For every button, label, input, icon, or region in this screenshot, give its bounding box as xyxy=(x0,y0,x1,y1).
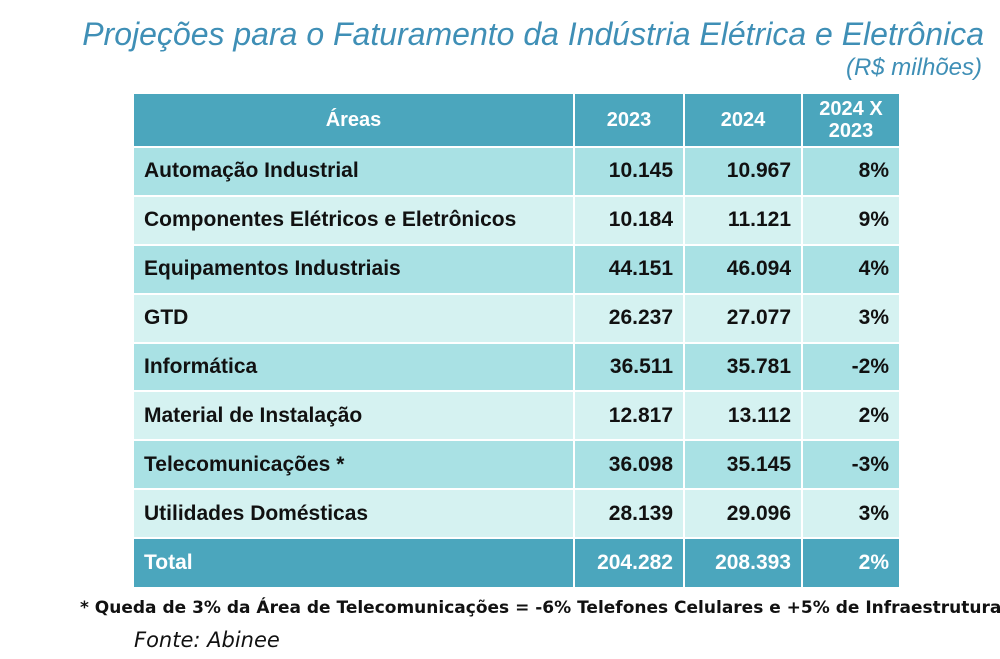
change-cell: 3% xyxy=(802,293,901,344)
change-cell: 2% xyxy=(802,391,901,442)
value-2023-cell: 12.817 xyxy=(574,391,685,442)
value-2024-cell: 10.967 xyxy=(684,147,803,197)
change-cell: 3% xyxy=(802,489,901,540)
value-2024-cell: 35.145 xyxy=(684,440,803,491)
value-2024-cell: 11.121 xyxy=(684,195,803,246)
area-cell: Telecomunicações * xyxy=(134,440,575,491)
total-2024-cell: 208.393 xyxy=(684,538,803,590)
column-header-areas: Áreas xyxy=(134,94,575,148)
value-2023-cell: 44.151 xyxy=(574,244,685,295)
change-cell: -3% xyxy=(802,440,901,491)
table-body: Automação Industrial 10.145 10.967 8% Compon… xyxy=(134,147,901,590)
total-row: Total 204.282 208.393 2% xyxy=(134,538,901,590)
total-2023-cell: 204.282 xyxy=(574,538,685,590)
table-row: Equipamentos Industriais 44.151 46.094 4% xyxy=(134,244,901,295)
column-header-2024: 2024 xyxy=(684,94,803,148)
table-header-row: Áreas 2023 2024 2024 X 2023 xyxy=(134,94,901,148)
page-subtitle: (R$ milhões) xyxy=(845,54,982,81)
total-label-cell: Total xyxy=(134,538,575,590)
value-2024-cell: 27.077 xyxy=(684,293,803,344)
change-cell: 4% xyxy=(802,244,901,295)
column-header-2023: 2023 xyxy=(574,94,685,148)
value-2023-cell: 36.098 xyxy=(574,440,685,491)
value-2024-cell: 13.112 xyxy=(684,391,803,442)
value-2023-cell: 10.184 xyxy=(574,195,685,246)
column-header-change: 2024 X 2023 xyxy=(802,94,901,148)
value-2024-cell: 46.094 xyxy=(684,244,803,295)
table-row: GTD 26.237 27.077 3% xyxy=(134,293,901,344)
value-2023-cell: 28.139 xyxy=(574,489,685,540)
area-cell: Componentes Elétricos e Eletrônicos xyxy=(134,195,575,246)
area-cell: GTD xyxy=(134,293,575,344)
page-title: Projeções para o Faturamento da Indústri… xyxy=(82,16,984,52)
area-cell: Equipamentos Industriais xyxy=(134,244,575,295)
change-cell: 9% xyxy=(802,195,901,246)
projection-table: Áreas 2023 2024 2024 X 2023 Automação In… xyxy=(134,94,901,590)
table-row: Utilidades Domésticas 28.139 29.096 3% xyxy=(134,489,901,540)
table-row: Informática 36.511 35.781 -2% xyxy=(134,342,901,393)
table-row: Telecomunicações * 36.098 35.145 -3% xyxy=(134,440,901,491)
change-cell: -2% xyxy=(802,342,901,393)
area-cell: Material de Instalação xyxy=(134,391,575,442)
change-cell: 8% xyxy=(802,147,901,197)
value-2023-cell: 10.145 xyxy=(574,147,685,197)
table-row: Componentes Elétricos e Eletrônicos 10.18… xyxy=(134,195,901,246)
source-label: Fonte: Abinee xyxy=(134,628,280,652)
area-cell: Informática xyxy=(134,342,575,393)
value-2024-cell: 29.096 xyxy=(684,489,803,540)
footnote: * Queda de 3% da Área de Telecomunicaçõe… xyxy=(80,598,1000,618)
area-cell: Utilidades Domésticas xyxy=(134,489,575,540)
value-2023-cell: 36.511 xyxy=(574,342,685,393)
table-row: Automação Industrial 10.145 10.967 8% xyxy=(134,147,901,197)
total-change-cell: 2% xyxy=(802,538,901,590)
value-2024-cell: 35.781 xyxy=(684,342,803,393)
table-row: Material de Instalação 12.817 13.112 2% xyxy=(134,391,901,442)
area-cell: Automação Industrial xyxy=(134,147,575,197)
value-2023-cell: 26.237 xyxy=(574,293,685,344)
